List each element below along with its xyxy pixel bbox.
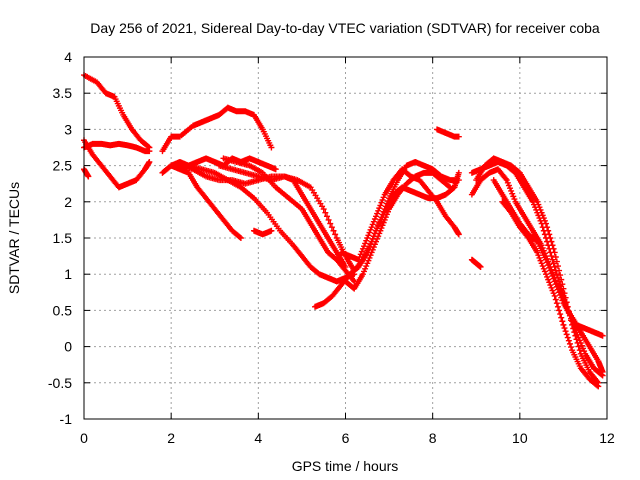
series-track-12 xyxy=(250,227,275,238)
y-tick-label: 3.5 xyxy=(53,85,73,101)
y-tick-label: 0 xyxy=(64,339,72,355)
x-tick-label: 10 xyxy=(512,430,528,446)
data-point-markers xyxy=(473,155,602,386)
chart-title: Day 256 of 2021, Sidereal Day-to-day VTE… xyxy=(90,20,600,36)
data-point-markers xyxy=(499,198,602,390)
y-tick-label: 2.5 xyxy=(53,158,73,174)
data-point-markers xyxy=(342,169,454,292)
series-track-15 xyxy=(342,169,454,292)
series-track-1 xyxy=(81,72,153,151)
y-tick-label: 1.5 xyxy=(53,230,73,246)
series-track-18 xyxy=(468,256,484,270)
x-tick-label: 12 xyxy=(599,430,615,446)
y-tick-label: -0.5 xyxy=(48,375,72,391)
y-tick-label: 1 xyxy=(64,266,72,282)
data-point-markers xyxy=(81,72,153,151)
series-track-5 xyxy=(159,104,275,155)
data-point-markers xyxy=(351,158,462,274)
x-tick-label: 0 xyxy=(80,430,88,446)
data-point-markers xyxy=(168,162,244,241)
series-track-14 xyxy=(338,166,462,263)
data-point-markers xyxy=(434,126,462,140)
y-tick-label: 2 xyxy=(64,194,72,210)
series-track-23 xyxy=(499,198,602,390)
data-point-markers xyxy=(468,256,484,270)
data-point-markers xyxy=(81,166,92,180)
x-tick-label: 4 xyxy=(254,430,262,446)
y-tick-label: -1 xyxy=(60,411,73,427)
axis-ticks: 0 2 4 6 8 10 12 -1 -0.5 0 0.5 1 1.5 2 2.5 3 3.5 4 xyxy=(48,49,615,446)
series-track-16 xyxy=(351,158,462,274)
series-track-7 xyxy=(168,162,244,241)
x-tick-label: 6 xyxy=(342,430,350,446)
x-axis-label: GPS time / hours xyxy=(292,458,399,474)
y-axis-label: SDTVAR / TECUs xyxy=(6,182,22,294)
data-point-markers xyxy=(250,227,275,238)
data-points xyxy=(81,72,606,390)
series-track-4 xyxy=(81,166,92,180)
series-track-21 xyxy=(473,155,602,386)
data-point-markers xyxy=(185,162,358,285)
y-tick-label: 0.5 xyxy=(53,302,73,318)
x-tick-label: 2 xyxy=(167,430,175,446)
x-tick-label: 8 xyxy=(429,430,437,446)
data-point-markers xyxy=(159,104,275,155)
series-track-9 xyxy=(185,162,358,285)
data-point-markers xyxy=(220,155,358,285)
y-tick-label: 3 xyxy=(64,121,72,137)
series-track-17 xyxy=(434,126,462,140)
data-point-markers xyxy=(338,166,462,263)
y-tick-label: 4 xyxy=(64,49,72,65)
grid-lines xyxy=(84,57,607,419)
series-track-11 xyxy=(220,155,358,285)
